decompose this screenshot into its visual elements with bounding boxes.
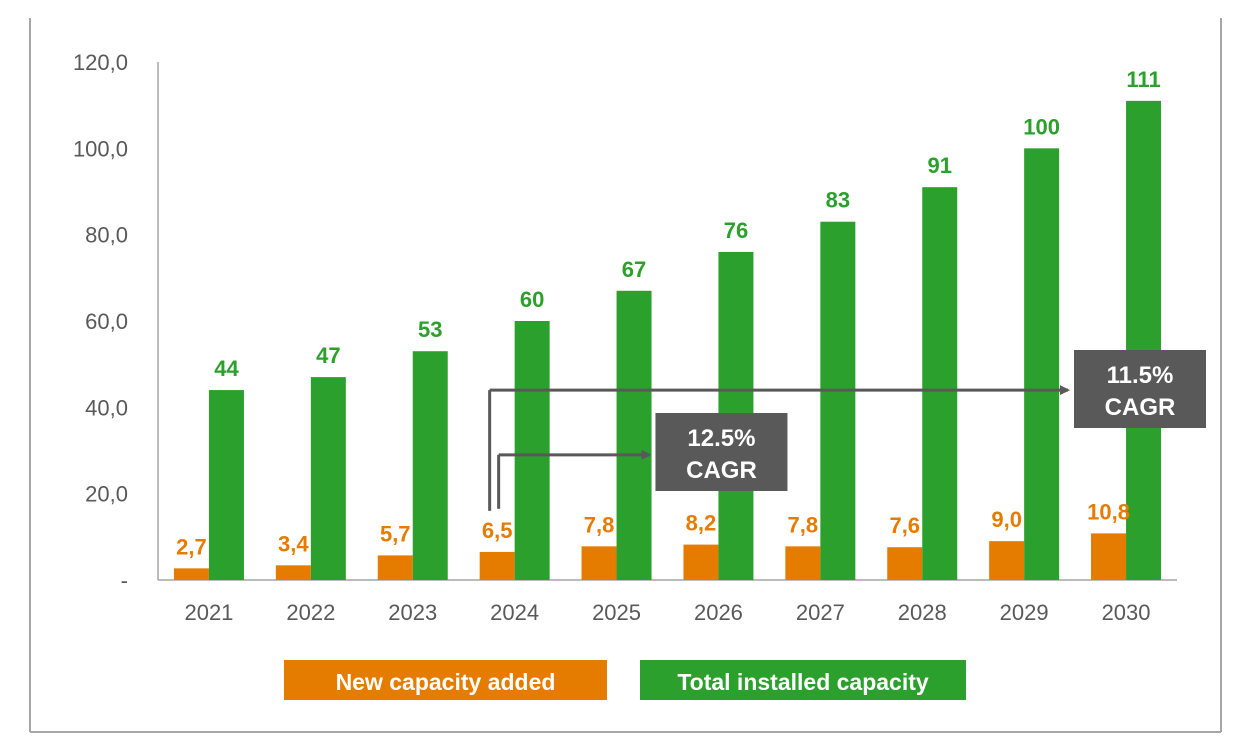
cagr-box bbox=[655, 413, 788, 491]
x-tick-label: 2024 bbox=[490, 600, 539, 625]
data-label-new-capacity: 3,4 bbox=[278, 531, 309, 556]
bar-total-capacity bbox=[820, 221, 856, 580]
x-tick-label: 2021 bbox=[184, 600, 233, 625]
x-tick-label: 2028 bbox=[898, 600, 947, 625]
data-label-new-capacity: 10,8 bbox=[1087, 499, 1130, 524]
data-label-new-capacity: 5,7 bbox=[380, 521, 411, 546]
y-tick-label: - bbox=[121, 568, 128, 593]
bar-total-capacity bbox=[922, 187, 958, 580]
x-tick-label: 2025 bbox=[592, 600, 641, 625]
bar-new-capacity bbox=[887, 547, 923, 580]
bar-total-capacity bbox=[208, 390, 244, 580]
data-label-total-capacity: 83 bbox=[826, 188, 850, 213]
data-label-total-capacity: 67 bbox=[622, 257, 646, 282]
bar-new-capacity bbox=[377, 555, 413, 580]
y-tick-label: 60,0 bbox=[85, 309, 128, 334]
bar-total-capacity bbox=[616, 290, 652, 580]
bar-total-capacity bbox=[310, 377, 346, 580]
bar-new-capacity bbox=[785, 546, 821, 580]
data-label-new-capacity: 7,8 bbox=[788, 512, 819, 537]
data-label-new-capacity: 2,7 bbox=[176, 534, 207, 559]
x-tick-label: 2030 bbox=[1102, 600, 1151, 625]
cagr-rate-label: 12.5% bbox=[687, 425, 755, 452]
data-label-new-capacity: 9,0 bbox=[991, 507, 1022, 532]
bar-new-capacity bbox=[1091, 533, 1127, 580]
bar-total-capacity bbox=[412, 351, 448, 580]
data-label-total-capacity: 44 bbox=[214, 356, 239, 381]
data-label-new-capacity: 8,2 bbox=[686, 511, 717, 536]
x-tick-label: 2029 bbox=[1000, 600, 1049, 625]
cagr-box bbox=[1074, 350, 1206, 428]
legend-label-total-capacity: Total installed capacity bbox=[677, 669, 929, 695]
data-label-total-capacity: 53 bbox=[418, 317, 442, 342]
bar-new-capacity bbox=[173, 568, 209, 580]
data-label-total-capacity: 60 bbox=[520, 287, 544, 312]
bar-new-capacity bbox=[275, 565, 311, 580]
x-tick-label: 2026 bbox=[694, 600, 743, 625]
data-label-total-capacity: 91 bbox=[928, 153, 952, 178]
data-label-total-capacity: 100 bbox=[1023, 114, 1060, 139]
y-tick-label: 40,0 bbox=[85, 395, 128, 420]
bar-total-capacity bbox=[1024, 148, 1060, 581]
bar-new-capacity bbox=[989, 541, 1025, 580]
legend-swatch-new-capacity bbox=[284, 660, 607, 700]
y-tick-label: 120,0 bbox=[73, 50, 128, 75]
data-label-total-capacity: 111 bbox=[1126, 67, 1160, 92]
x-tick-label: 2023 bbox=[388, 600, 437, 625]
legend-swatch-total-capacity bbox=[640, 660, 966, 700]
bar-new-capacity bbox=[479, 551, 515, 580]
data-label-new-capacity: 6,5 bbox=[482, 518, 513, 543]
y-tick-label: 100,0 bbox=[73, 136, 128, 161]
bar-total-capacity bbox=[514, 321, 550, 580]
cagr-caption-label: CAGR bbox=[1105, 394, 1176, 421]
bar-total-capacity bbox=[1126, 100, 1162, 580]
cagr-caption-label: CAGR bbox=[686, 457, 757, 484]
data-label-total-capacity: 76 bbox=[724, 218, 748, 243]
bar-new-capacity bbox=[581, 546, 617, 580]
y-tick-label: 20,0 bbox=[85, 482, 128, 507]
cagr-rate-label: 11.5% bbox=[1107, 362, 1174, 389]
data-label-total-capacity: 47 bbox=[316, 343, 340, 368]
x-tick-label: 2027 bbox=[796, 600, 845, 625]
data-label-new-capacity: 7,6 bbox=[889, 513, 920, 538]
y-tick-label: 80,0 bbox=[85, 223, 128, 248]
legend-label-new-capacity: New capacity added bbox=[336, 669, 556, 695]
x-tick-label: 2022 bbox=[286, 600, 335, 625]
bar-new-capacity bbox=[683, 544, 719, 580]
data-label-new-capacity: 7,8 bbox=[584, 512, 615, 537]
